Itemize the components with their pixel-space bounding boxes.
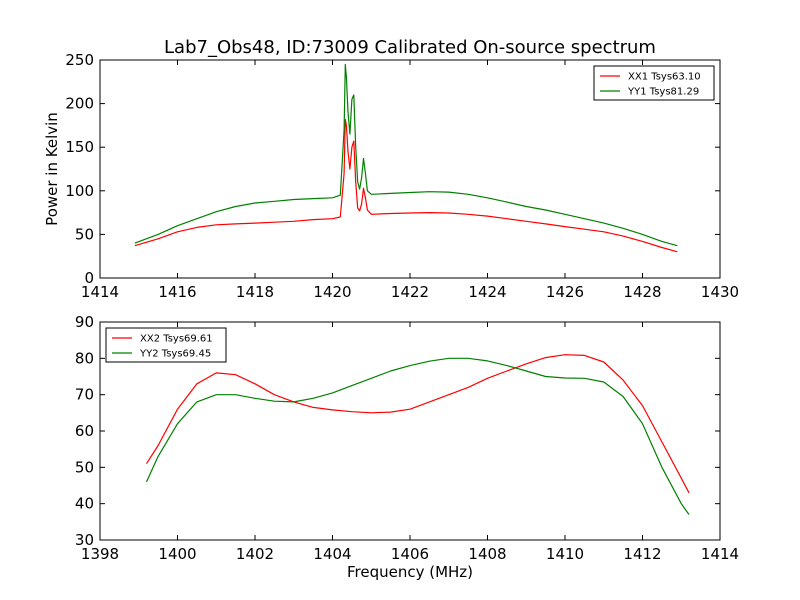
y-tick-label: 50	[75, 225, 94, 243]
x-tick-label: 1400	[158, 545, 196, 563]
legend-label: YY1 Tsys81.29	[627, 87, 699, 98]
series-line-xx1	[134, 118, 678, 253]
y-axis-label: Power in Kelvin	[43, 112, 61, 226]
x-axis-label: Frequency (MHz)	[347, 563, 473, 581]
y-tick-label: 150	[65, 138, 94, 156]
legend: XX2 Tsys69.61 YY2 Tsys69.45	[105, 327, 227, 363]
y-tick-label: 0	[84, 269, 94, 287]
x-tick-label: 1404	[313, 545, 351, 563]
y-tick-label: 100	[65, 182, 94, 200]
x-tick-label: 1410	[546, 545, 584, 563]
series-line-yy1	[134, 63, 678, 247]
x-tick-label: 1408	[468, 545, 506, 563]
x-tick-label: 1426	[546, 283, 584, 301]
x-tick-label: 1414	[81, 283, 119, 301]
y-tick-label: 70	[75, 386, 94, 404]
series-line-xx2	[145, 354, 690, 494]
x-tick-label: 1420	[313, 283, 351, 301]
y-tick-label: 80	[75, 349, 94, 367]
x-tick-label: 1414	[701, 545, 739, 563]
chart-title: Lab7_Obs48, ID:73009 Calibrated On-sourc…	[164, 37, 656, 58]
top-panel: 1414 1416 1418 1420 1422 1424 1426 1428 1430 0 50 1…	[43, 51, 739, 301]
legend-label: YY2 Tsys69.45	[139, 349, 211, 360]
series-layer	[134, 63, 678, 253]
legend: XX1 Tsys63.10 YY1 Tsys81.29	[593, 65, 715, 101]
x-tick-label: 1398	[81, 545, 119, 563]
legend-box	[593, 65, 715, 101]
x-tick-label: 1416	[158, 283, 196, 301]
x-tick-label: 1428	[623, 283, 661, 301]
series-layer	[145, 354, 690, 515]
legend-box	[105, 327, 227, 363]
y-tick-label: 50	[75, 458, 94, 476]
x-tick-label: 1430	[701, 283, 739, 301]
bottom-panel: 1398 1400 1402 1404 1406 1408 1410 1412 1414 30 40…	[75, 313, 739, 581]
legend-label: XX1 Tsys63.10	[628, 72, 701, 83]
y-tick-label: 30	[75, 531, 94, 549]
y-tick-label: 90	[75, 313, 94, 331]
y-tick-label: 40	[75, 495, 94, 513]
y-tick-label: 250	[65, 51, 94, 69]
y-tick-label: 200	[65, 95, 94, 113]
x-tick-label: 1402	[236, 545, 274, 563]
x-tick-label: 1422	[391, 283, 429, 301]
legend-label: XX2 Tsys69.61	[140, 334, 213, 345]
x-tick-label: 1424	[468, 283, 506, 301]
x-tick-label: 1418	[236, 283, 274, 301]
y-tick-label: 60	[75, 422, 94, 440]
x-tick-label: 1412	[623, 545, 661, 563]
series-line-yy2	[145, 357, 690, 515]
x-tick-label: 1406	[391, 545, 429, 563]
